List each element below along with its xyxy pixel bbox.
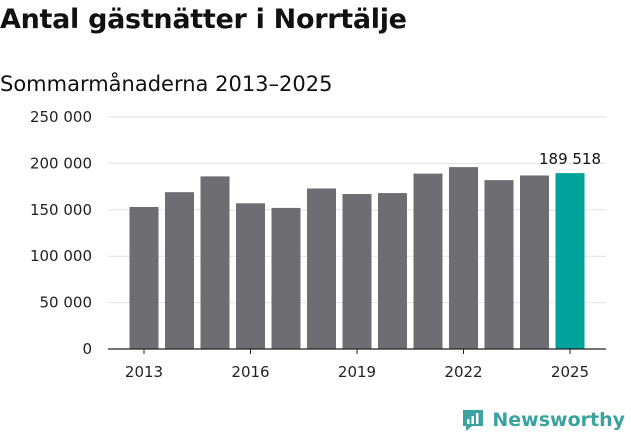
bar-2022 bbox=[449, 167, 478, 349]
data-labels: 189 518 bbox=[539, 150, 601, 168]
bar-2017 bbox=[271, 207, 301, 349]
x-axis: 2013 2016 2019 2022 2025 bbox=[108, 348, 606, 381]
brand: Newsworthy bbox=[460, 407, 625, 433]
y-tick-label: 50 000 bbox=[40, 294, 93, 312]
bars bbox=[129, 167, 585, 349]
y-tick-label: 200 000 bbox=[30, 154, 92, 172]
y-axis-ticks: 0 50 000 100 000 150 000 200 000 250 000 bbox=[30, 108, 92, 358]
bar-2018 bbox=[307, 188, 336, 349]
bar-2024 bbox=[520, 175, 549, 349]
x-tick-label: 2013 bbox=[125, 363, 163, 381]
y-tick-label: 150 000 bbox=[30, 201, 92, 219]
bar-2023 bbox=[484, 180, 514, 349]
bar-2025 bbox=[555, 173, 585, 349]
y-tick-label: 250 000 bbox=[30, 108, 92, 126]
x-tick-label: 2016 bbox=[231, 363, 269, 381]
bar-2015 bbox=[200, 176, 230, 349]
brand-name: Newsworthy bbox=[492, 409, 625, 431]
newsworthy-logo-icon bbox=[463, 410, 484, 431]
x-tick-label: 2022 bbox=[444, 363, 482, 381]
x-tick-label: 2025 bbox=[551, 363, 589, 381]
y-tick-label: 0 bbox=[82, 340, 92, 358]
bar-2014 bbox=[165, 192, 194, 349]
bar-2016 bbox=[236, 203, 265, 349]
chart-title: Antal gästnätter i Norrtälje bbox=[0, 4, 407, 35]
bar-2021 bbox=[413, 173, 443, 349]
bar-chart: 0 50 000 100 000 150 000 200 000 250 000 189 … bbox=[30, 108, 606, 381]
x-tick-label: 2019 bbox=[338, 363, 376, 381]
y-tick-label: 100 000 bbox=[30, 247, 92, 265]
data-label: 189 518 bbox=[539, 150, 601, 168]
chart-subtitle: Sommarmånaderna 2013–2025 bbox=[0, 72, 333, 96]
bar-2019 bbox=[342, 194, 372, 349]
bar-2013 bbox=[129, 207, 159, 349]
bar-2020 bbox=[378, 193, 407, 349]
